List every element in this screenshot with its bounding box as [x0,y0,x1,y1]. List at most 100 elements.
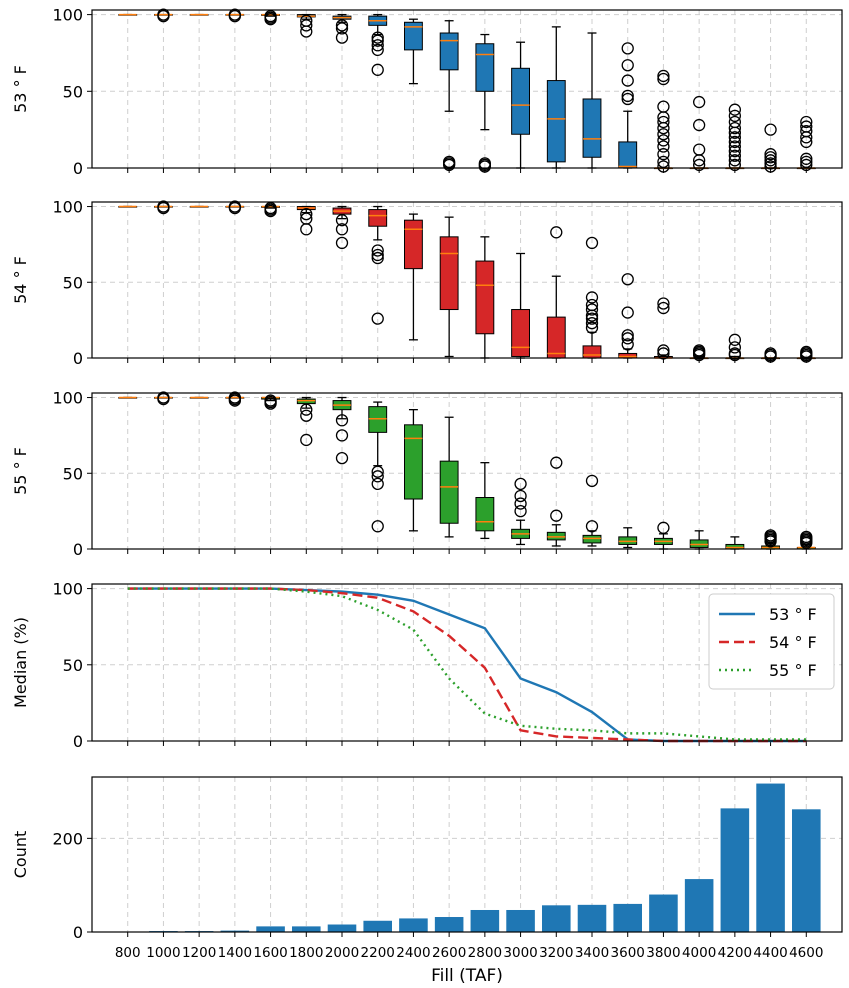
bar-3400 [577,904,607,932]
flier-point [585,312,599,325]
flier-point [300,212,313,225]
flier-point [800,158,813,172]
flier-point [514,504,527,518]
box-800 [118,396,138,399]
flier-point [228,8,242,21]
flier-point [550,509,563,522]
flier-point [514,497,527,510]
box-iqr [725,543,745,550]
box-iqr [475,260,495,335]
box-iqr [618,352,638,359]
flier-point [657,160,670,173]
x-tick-label: 4000 [682,945,716,961]
flier-point [335,429,349,442]
flier-point [728,154,742,167]
legend-box [708,593,835,690]
flier-point [657,69,670,83]
flier-point [442,155,456,169]
flier-point [371,312,384,325]
box-2600 [439,20,459,172]
bar-1600 [256,926,285,932]
flier-point [728,341,742,354]
box-2200 [368,401,388,533]
box-3200 [546,226,566,359]
axes-frame [91,9,843,169]
flier-point [764,529,777,542]
flier-point [371,520,384,533]
box-2800 [475,236,495,359]
flier-point [728,109,742,122]
flier-point [371,31,384,44]
flier-point [657,72,670,86]
x-tick-label: 4200 [718,945,752,961]
box-2800 [475,462,495,540]
y-tick-label: 100 [52,389,83,408]
x-tick-label: 1800 [289,945,323,961]
panel-3: 0 50 100 55 ° F [11,389,843,559]
series-line-3 [127,587,807,741]
bar-2200 [363,920,392,932]
x-tick-label: 1200 [182,945,216,961]
flier-point [764,160,777,173]
flier-point [728,333,742,346]
x-axis-label: Fill (TAF) [431,966,503,986]
box-800 [118,13,138,16]
box-2000 [332,13,352,44]
box-2800 [475,33,495,173]
box-iqr [618,141,638,169]
flier-point [621,59,634,72]
flier-point [371,43,384,57]
flier-point [335,31,349,44]
panel-2: 0 50 100 54 ° F [11,198,843,368]
box-800 [118,205,138,208]
flier-point [692,344,706,357]
flier-point [157,8,170,21]
x-tick-label: 1400 [218,945,252,961]
box-1800 [296,205,316,236]
axes-frame [91,583,843,742]
box-iqr [582,534,602,544]
flier-point [300,207,313,221]
y-tick-label: 0 [73,540,83,559]
flier-point [728,121,742,135]
y-tick-label: 100 [52,198,83,217]
flier-point [657,297,670,310]
box-iqr [404,424,423,500]
flier-point [621,92,634,106]
flier-point [657,301,670,315]
flier-point [335,236,349,250]
y-tick-label: 50 [63,656,83,675]
box-1600 [261,201,280,218]
bar-2600 [434,917,464,932]
x-tick-label: 1000 [146,945,180,961]
flier-point [621,338,634,351]
box-2400 [404,18,423,85]
legend-label: 53 ° F [769,605,817,624]
box-iqr [296,398,316,405]
box-2000 [332,205,352,250]
legend-label: 55 ° F [769,661,817,680]
flier-point [692,158,706,172]
y-axis-label: 55 ° F [11,447,30,495]
box-iqr [618,536,638,545]
bar-2000 [327,924,357,932]
x-tick-label: 2400 [396,945,430,961]
flier-point [728,103,742,116]
box-1400 [225,200,245,215]
flier-point [657,155,670,169]
flier-point [657,140,670,153]
box-3600 [618,42,638,169]
y-axis-label: 53 ° F [11,65,30,113]
flier-point [371,63,384,76]
panel-1: 0 50 100 53 ° F [11,6,843,178]
flier-point [657,115,670,129]
box-1000 [154,200,173,215]
legend: 53 ° F 54 ° F 55 ° F [708,593,835,690]
box-3000 [511,252,530,359]
flier-point [335,223,349,236]
box-1800 [296,13,316,38]
flier-point [585,298,599,312]
flier-point [764,148,777,161]
box-2600 [439,216,459,358]
